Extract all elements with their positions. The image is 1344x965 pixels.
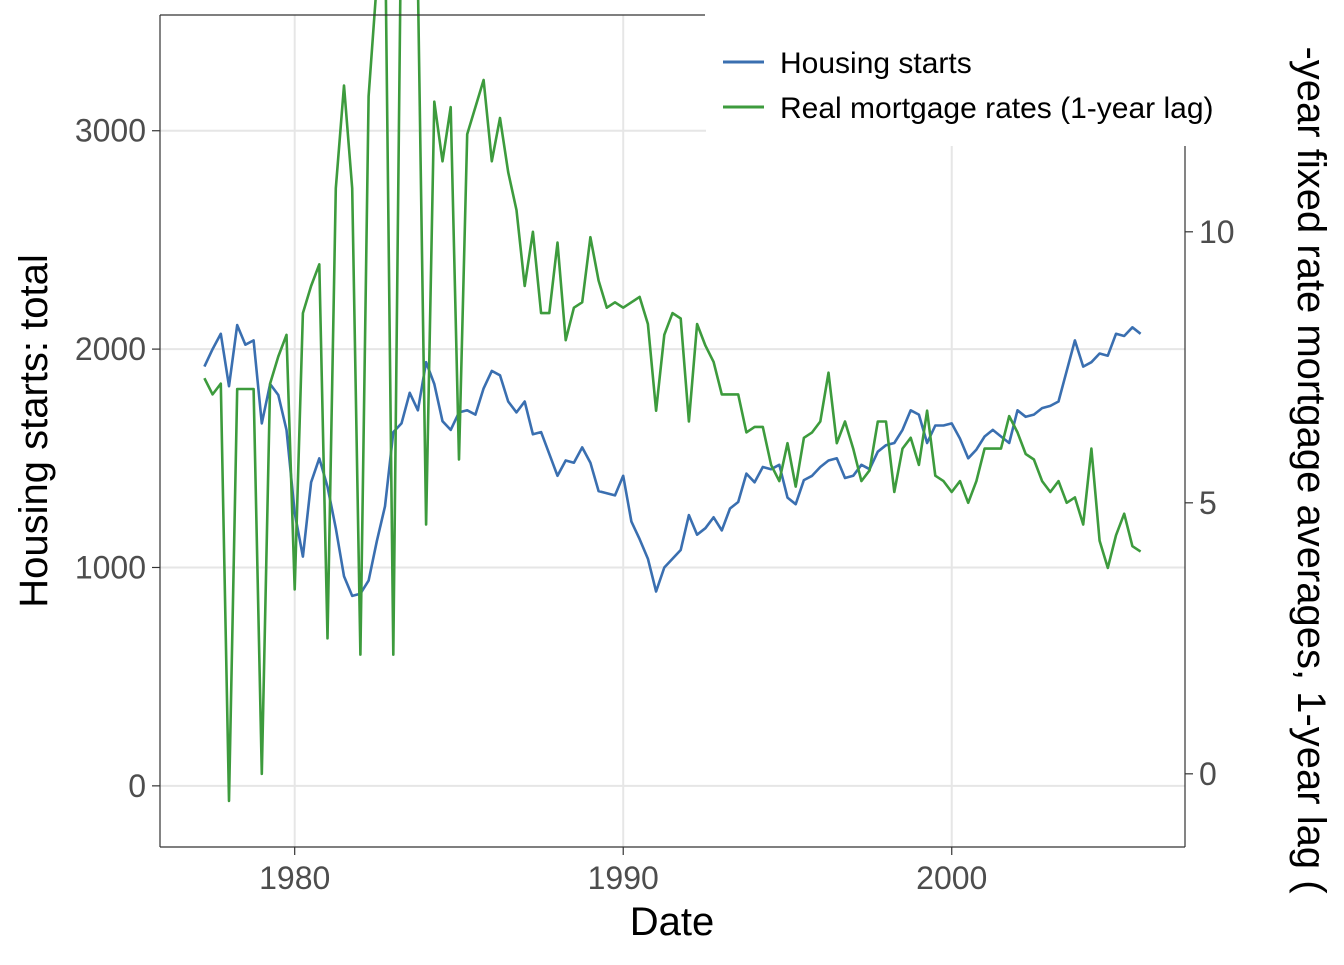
y-right-tick-label: 0 <box>1199 756 1217 792</box>
series-layer <box>203 0 1142 803</box>
series-line-housing-starts <box>203 323 1142 598</box>
x-tick-label: 1980 <box>259 860 330 896</box>
y-axis-right-title: -year fixed rate mortgage averages, 1-ye… <box>1289 46 1333 894</box>
y-right-tick-label: 10 <box>1199 214 1235 250</box>
legend-label-mortgage: Real mortgage rates (1-year lag) <box>780 92 1214 125</box>
grid-layer <box>160 15 1185 847</box>
series-line-mortgage-rates <box>203 0 1142 803</box>
axis-layer: 1980 1990 2000 0 1000 2000 3000 0 5 10 <box>75 113 1235 896</box>
x-tick-label: 2000 <box>916 860 987 896</box>
legend-background <box>706 0 1344 146</box>
y-left-tick-label: 1000 <box>75 549 146 585</box>
legend-label-housing: Housing starts <box>780 47 972 80</box>
x-tick-label: 1990 <box>588 860 659 896</box>
y-right-tick-label: 5 <box>1199 485 1217 521</box>
legend: Housing starts Real mortgage rates (1-ye… <box>723 47 1214 125</box>
y-left-tick-label: 0 <box>128 768 146 804</box>
y-left-tick-label: 2000 <box>75 331 146 367</box>
x-axis-title: Date <box>630 900 715 944</box>
y-left-tick-label: 3000 <box>75 113 146 149</box>
y-axis-left-title: Housing starts: total <box>12 254 56 608</box>
